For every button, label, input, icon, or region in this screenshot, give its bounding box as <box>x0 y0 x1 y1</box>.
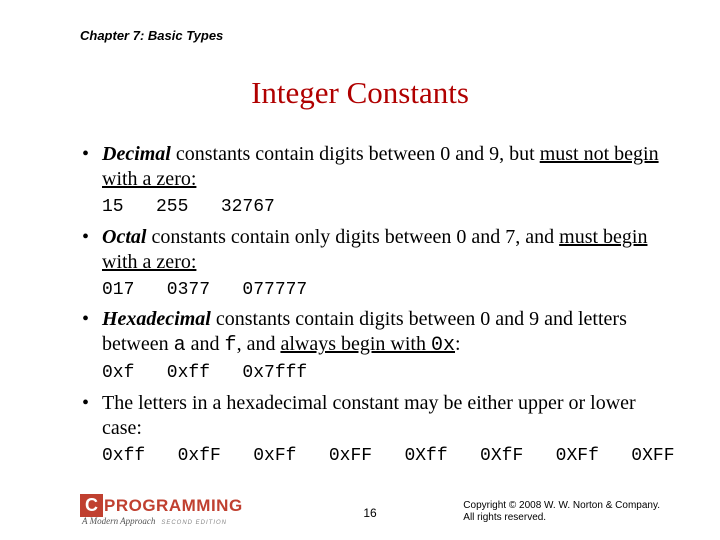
text-fragment: , and <box>237 333 281 355</box>
bullet-text: The letters in a hexadecimal constant ma… <box>102 391 660 441</box>
chapter-header: Chapter 7: Basic Types <box>80 28 223 43</box>
bullet-dot: • <box>80 391 102 441</box>
bullet-text: Hexadecimal constants contain digits bet… <box>102 307 660 358</box>
bullet-case: • The letters in a hexadecimal constant … <box>80 391 660 441</box>
bullet-hex: • Hexadecimal constants contain digits b… <box>80 307 660 358</box>
text-fragment: : <box>455 333 461 355</box>
bullet-dot: • <box>80 225 102 275</box>
text-fragment: A Modern Approach <box>82 516 155 526</box>
text-fragment: constants contain digits between 0 and 9… <box>171 143 540 165</box>
code-case: 0xff 0xfF 0xFf 0xFF 0Xff 0XfF 0XFf 0XFF <box>102 445 660 468</box>
logo-edition: SECOND EDITION <box>161 520 227 526</box>
slide-title: Integer Constants <box>0 75 720 111</box>
slide-footer: CPROGRAMMING A Modern Approach SECOND EDI… <box>80 486 660 526</box>
mono-0x: 0x <box>431 334 455 357</box>
term-decimal: Decimal <box>102 143 171 165</box>
bullet-text: Decimal constants contain digits between… <box>102 142 660 192</box>
copyright-line2: All rights reserved. <box>463 512 660 524</box>
term-hex: Hexadecimal <box>102 308 211 330</box>
underlined-text: always begin with 0x <box>280 333 455 355</box>
code-octal: 017 0377 077777 <box>102 279 660 302</box>
copyright-line1: Copyright © 2008 W. W. Norton & Company. <box>463 500 660 512</box>
copyright: Copyright © 2008 W. W. Norton & Company.… <box>463 500 660 524</box>
book-logo: CPROGRAMMING A Modern Approach SECOND EDI… <box>80 494 243 526</box>
bullet-text: Octal constants contain only digits betw… <box>102 225 660 275</box>
text-fragment: always begin with <box>280 333 431 355</box>
bullet-dot: • <box>80 307 102 358</box>
slide-body: • Decimal constants contain digits betwe… <box>80 140 660 473</box>
page-number: 16 <box>363 506 376 520</box>
logo-c-box: C <box>80 494 103 517</box>
bullet-decimal: • Decimal constants contain digits betwe… <box>80 142 660 192</box>
code-decimal: 15 255 32767 <box>102 196 660 219</box>
text-fragment: constants contain only digits between 0 … <box>146 226 559 248</box>
bullet-octal: • Octal constants contain only digits be… <box>80 225 660 275</box>
bullet-dot: • <box>80 142 102 192</box>
mono-a: a <box>174 334 186 357</box>
logo-programming: PROGRAMMING <box>104 496 243 516</box>
term-octal: Octal <box>102 226 146 248</box>
logo-subtitle: A Modern Approach SECOND EDITION <box>82 516 243 526</box>
code-hex: 0xf 0xff 0x7fff <box>102 362 660 385</box>
mono-f: f <box>225 334 237 357</box>
text-fragment: and <box>186 333 225 355</box>
